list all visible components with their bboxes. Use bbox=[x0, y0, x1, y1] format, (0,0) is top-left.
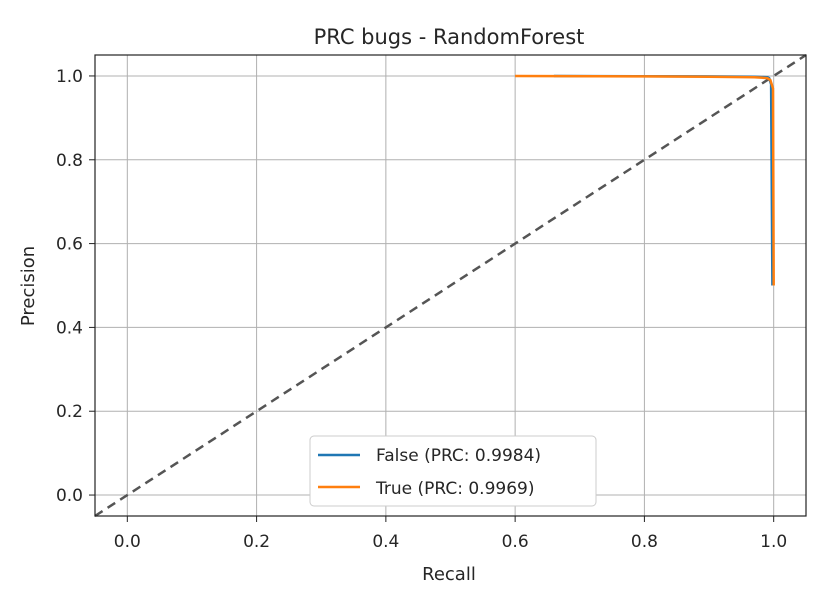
x-tick-label: 1.0 bbox=[760, 532, 787, 552]
chart-title: PRC bugs - RandomForest bbox=[314, 25, 585, 49]
y-tick-label: 1.0 bbox=[56, 67, 83, 87]
y-tick-label: 0.6 bbox=[56, 235, 83, 255]
legend: False (PRC: 0.9984) True (PRC: 0.9969) bbox=[309, 435, 597, 507]
y-tick-label: 0.2 bbox=[56, 402, 83, 422]
series-true-line bbox=[515, 74, 775, 286]
legend-label-false: False (PRC: 0.9984) bbox=[376, 446, 541, 466]
x-tick-label: 0.8 bbox=[631, 532, 658, 552]
x-axis-label: Recall bbox=[422, 564, 476, 585]
x-tick-label: 0.4 bbox=[372, 532, 399, 552]
reference-diagonal-line bbox=[94, 53, 807, 518]
x-tick-label: 0.6 bbox=[502, 532, 529, 552]
legend-label-true: True (PRC: 0.9969) bbox=[375, 479, 534, 499]
y-tick-label: 0.4 bbox=[56, 318, 83, 338]
y-tick-label: 0.8 bbox=[56, 151, 83, 171]
y-tick-label: 0.0 bbox=[56, 486, 83, 506]
reference-line-layer bbox=[94, 53, 807, 518]
ticks: 0.0 0.2 0.4 0.6 0.8 1.0 0.0 0.2 0.4 0.6 0.8 1.0 bbox=[56, 67, 787, 552]
plot-frame bbox=[94, 54, 807, 517]
y-axis-label: Precision bbox=[18, 246, 39, 326]
x-tick-label: 0.0 bbox=[114, 532, 141, 552]
series-layer bbox=[515, 74, 775, 286]
series-false-line bbox=[553, 74, 774, 286]
legend-box bbox=[309, 435, 597, 507]
x-tick-label: 0.2 bbox=[243, 532, 270, 552]
